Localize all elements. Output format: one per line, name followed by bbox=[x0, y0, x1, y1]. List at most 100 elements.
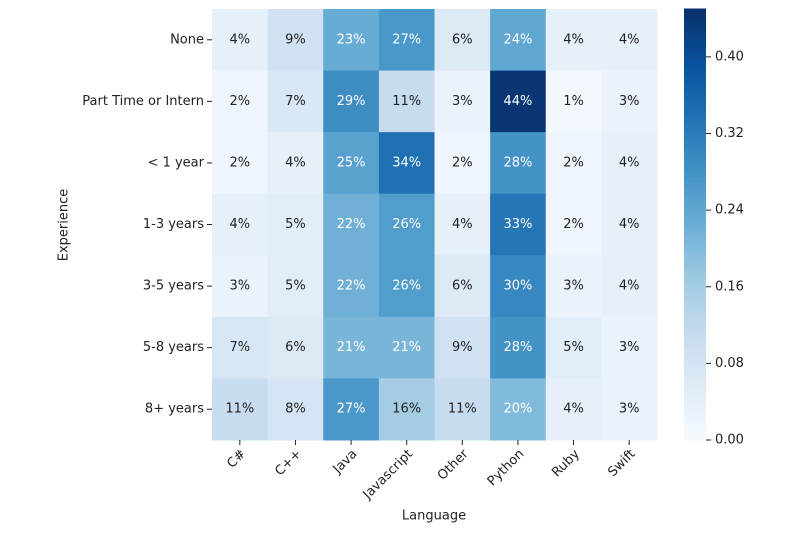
heatmap-cell bbox=[490, 316, 547, 379]
cell-label: 22% bbox=[337, 217, 366, 232]
cell-label: 8% bbox=[285, 402, 306, 417]
colorbar-segment bbox=[684, 163, 706, 169]
cell-label: 27% bbox=[392, 32, 421, 47]
colorbar-segment bbox=[684, 262, 706, 269]
colorbar-segment bbox=[684, 340, 706, 346]
colorbar-segment bbox=[684, 42, 706, 49]
colorbar-segment bbox=[684, 323, 706, 329]
colorbar-segment bbox=[684, 267, 706, 273]
heatmap-cell bbox=[545, 70, 602, 133]
colorbar-segment bbox=[684, 172, 706, 178]
heatmap-cell bbox=[434, 316, 491, 379]
colorbar-segment bbox=[684, 400, 706, 407]
cell-label: 4% bbox=[285, 155, 306, 170]
cell-label: 24% bbox=[503, 32, 532, 47]
cell-label: 9% bbox=[452, 340, 473, 355]
x-axis-label: Language bbox=[402, 509, 466, 524]
heatmap-cell bbox=[490, 70, 547, 133]
colorbar-segment bbox=[684, 202, 706, 208]
cell-label: 3% bbox=[619, 340, 640, 355]
cell-label: 2% bbox=[230, 155, 251, 170]
cell-label: 23% bbox=[337, 32, 366, 47]
cell-label: 4% bbox=[230, 32, 251, 47]
cell-label: 30% bbox=[503, 279, 532, 294]
colorbar-segment bbox=[684, 422, 706, 428]
colorbar-segment bbox=[684, 167, 706, 174]
heatmap-cell bbox=[212, 132, 269, 195]
heatmap-cell bbox=[212, 193, 269, 256]
colorbar-segment bbox=[684, 413, 706, 419]
cell-label: 21% bbox=[392, 340, 421, 355]
colorbar-segment bbox=[684, 353, 706, 359]
y-tick-label: Part Time or Intern bbox=[82, 94, 204, 109]
heatmap-cell bbox=[378, 255, 435, 318]
cell-label: 2% bbox=[452, 155, 473, 170]
colorbar-tick-label: 0.24 bbox=[715, 203, 744, 218]
colorbar-segment bbox=[684, 38, 706, 44]
colorbar-segment bbox=[684, 176, 706, 182]
heatmap-cell bbox=[212, 70, 269, 133]
colorbar-segment bbox=[684, 189, 706, 195]
heatmap-cell bbox=[267, 70, 324, 133]
colorbar-segment bbox=[684, 68, 706, 75]
colorbar-segment bbox=[684, 60, 706, 66]
cell-label: 3% bbox=[230, 279, 251, 294]
heatmap-cell bbox=[545, 9, 602, 72]
y-axis-label: Experience bbox=[57, 189, 72, 262]
colorbar-segment bbox=[684, 64, 706, 70]
heatmap-cell bbox=[601, 193, 658, 256]
x-tick-label: Ruby bbox=[549, 446, 583, 480]
heatmap-cell bbox=[545, 378, 602, 441]
colorbar-segment bbox=[684, 314, 706, 320]
cell-label: 11% bbox=[448, 402, 477, 417]
colorbar-segment bbox=[684, 348, 706, 355]
colorbar-segment bbox=[684, 146, 706, 152]
colorbar-segment bbox=[684, 435, 706, 441]
colorbar-segment bbox=[684, 275, 706, 282]
colorbar-segment bbox=[684, 215, 706, 221]
heatmap-cell bbox=[212, 316, 269, 379]
heatmap-cell bbox=[434, 255, 491, 318]
y-tick-label: 5-8 years bbox=[143, 340, 204, 355]
heatmap-cell bbox=[545, 255, 602, 318]
cell-label: 44% bbox=[503, 94, 532, 109]
colorbar-segment bbox=[684, 47, 706, 53]
colorbar-segment bbox=[684, 245, 706, 251]
colorbar-tick-label: 0.08 bbox=[715, 356, 744, 371]
colorbar-segment bbox=[684, 284, 706, 290]
heatmap-cell bbox=[212, 255, 269, 318]
colorbar-segment bbox=[684, 366, 706, 372]
colorbar-segment bbox=[684, 357, 706, 363]
colorbar-segment bbox=[684, 185, 706, 191]
colorbar-segment bbox=[684, 193, 706, 200]
colorbar-segment bbox=[684, 392, 706, 398]
cell-label: 3% bbox=[619, 402, 640, 417]
colorbar-segment bbox=[684, 228, 706, 234]
cell-label: 2% bbox=[563, 155, 584, 170]
colorbar-segment bbox=[684, 129, 706, 135]
colorbar-segment bbox=[684, 396, 706, 402]
cell-label: 33% bbox=[503, 217, 532, 232]
colorbar-segment bbox=[684, 133, 706, 139]
colorbar-segment bbox=[684, 280, 706, 286]
cell-label: 6% bbox=[285, 340, 306, 355]
x-tick-label: Python bbox=[485, 447, 527, 489]
y-tick-label: None bbox=[170, 32, 204, 47]
x-tick-label: Other bbox=[435, 446, 472, 483]
cell-label: 28% bbox=[503, 155, 532, 170]
heatmap-cell bbox=[378, 193, 435, 256]
heatmap-cell bbox=[267, 132, 324, 195]
colorbar-segment bbox=[684, 103, 706, 109]
heatmap-cell bbox=[323, 9, 380, 72]
colorbar-segment bbox=[684, 21, 706, 27]
colorbar-segment bbox=[684, 206, 706, 213]
colorbar-segment bbox=[684, 344, 706, 350]
cell-label: 5% bbox=[285, 217, 306, 232]
colorbar-segment bbox=[684, 120, 706, 126]
heatmap-cell bbox=[212, 9, 269, 72]
heatmap-cell bbox=[323, 193, 380, 256]
colorbar-segment bbox=[684, 301, 706, 307]
colorbar-segment bbox=[684, 336, 706, 342]
heatmap-cell bbox=[323, 132, 380, 195]
